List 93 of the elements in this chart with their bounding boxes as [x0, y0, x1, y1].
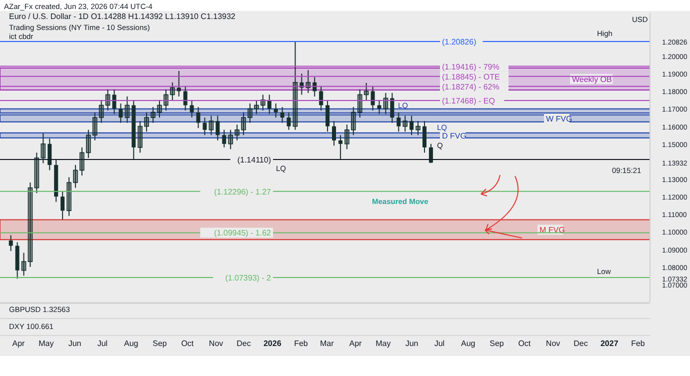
candlestick — [80, 146, 84, 176]
x-tick-label: Sep — [490, 339, 504, 348]
candlestick — [8, 234, 13, 252]
x-tick-label: Nov — [208, 339, 224, 348]
candlestick — [138, 120, 143, 154]
candlestick — [390, 92, 394, 124]
candlestick — [21, 252, 26, 276]
ref-line-label: (1.14110) — [237, 156, 272, 165]
candlestick — [196, 106, 200, 129]
band-label: M FVG — [540, 226, 565, 235]
candlestick — [286, 112, 291, 130]
candlestick — [208, 115, 214, 136]
ref-line-label: (1.07393) - 2 — [225, 274, 272, 283]
x-tick-label: Aug — [460, 339, 476, 348]
candlestick — [48, 138, 52, 171]
candlestick — [377, 99, 382, 115]
band-label: D FVG — [442, 131, 466, 140]
candlestick — [280, 106, 284, 124]
candlestick — [319, 85, 324, 112]
band-label: W FVG — [546, 114, 572, 124]
candlestick — [228, 129, 233, 150]
candlestick — [254, 99, 259, 115]
x-tick-label: Aug — [124, 339, 138, 348]
candlestick — [416, 120, 420, 136]
x-tick-label: May — [376, 339, 391, 348]
candlestick — [332, 120, 336, 146]
candlestick — [202, 117, 207, 136]
candlestick — [66, 176, 72, 216]
x-tick-label: Oct — [181, 339, 194, 348]
candlestick — [248, 102, 252, 124]
candlestick — [350, 106, 356, 136]
candlestick — [124, 96, 130, 124]
ref-line-label: (1.18845) - OTE — [442, 72, 500, 82]
candlestick — [422, 120, 426, 154]
candlestick — [234, 124, 240, 141]
x-tick-label: Mar — [320, 339, 334, 348]
ref-line-label: (1.19416) - 79% — [442, 62, 500, 72]
band-label: Weekly OB — [572, 74, 612, 84]
candlestick — [150, 106, 156, 124]
x-tick-label: Sep — [152, 339, 168, 348]
candlestick — [326, 99, 330, 132]
x-tick-label: Feb — [294, 339, 308, 348]
candlestick — [357, 88, 362, 118]
x-tick-label: May — [38, 339, 54, 348]
chart-title: Euro / U.S. Dollar - 1D — [9, 12, 89, 21]
x-tick-label: 2027 — [600, 339, 619, 348]
x-tick-label: Jun — [68, 339, 82, 348]
candlestick — [396, 112, 401, 132]
ref-line-label: (1.17468) - EQ — [442, 96, 495, 106]
x-tick-label: 2026 — [263, 339, 282, 348]
x-tick-label: Dec — [236, 339, 251, 348]
candlestick — [118, 102, 123, 124]
x-tick-label: Apr — [12, 339, 26, 348]
candlestick — [86, 129, 91, 158]
candlestick — [216, 115, 220, 141]
x-tick-label: Apr — [349, 339, 362, 348]
candlestick — [170, 82, 175, 100]
ref-line-label: (1.18274) - 62% — [442, 82, 500, 92]
x-tick-label: Dec — [574, 339, 588, 348]
candlestick — [164, 88, 168, 112]
candlestick — [241, 112, 246, 136]
candlestick — [92, 112, 98, 141]
candlestick — [190, 99, 194, 118]
candlestick — [402, 115, 408, 132]
ref-line-label: (1.20826) — [442, 38, 477, 47]
candlestick — [112, 88, 116, 115]
x-tick-label: Nov — [546, 339, 560, 348]
candlestick — [144, 112, 149, 132]
candlestick — [157, 99, 162, 118]
candlestick — [60, 190, 65, 220]
candlestick — [274, 102, 278, 118]
ref-line-label: (1.12296) - 1.27 — [214, 187, 272, 196]
candlestick — [34, 152, 40, 194]
candlestick — [338, 134, 342, 160]
candlestick — [40, 132, 46, 164]
chart-subtitle: O1.14288 H1.14392 L1.13910 C1.13932 — [90, 12, 236, 21]
x-tick-label: Jun — [405, 339, 418, 348]
x-tick-label: Feb — [631, 339, 646, 348]
x-tick-label: Jul — [97, 339, 108, 348]
candlestick — [428, 143, 433, 164]
candlestick — [28, 182, 33, 268]
candlestick — [222, 129, 226, 148]
ref-line-label: (1.09945) - 1.62 — [214, 228, 272, 238]
x-tick-label: Oct — [518, 339, 532, 348]
candlestick — [73, 164, 78, 188]
candlestick — [183, 85, 188, 112]
candlestick — [176, 70, 181, 97]
candlestick — [344, 124, 350, 150]
candlestick — [370, 85, 375, 112]
candlestick — [410, 115, 414, 136]
candlestick — [98, 99, 104, 124]
x-tick-label: Jul — [434, 339, 445, 348]
candlestick — [364, 82, 369, 100]
